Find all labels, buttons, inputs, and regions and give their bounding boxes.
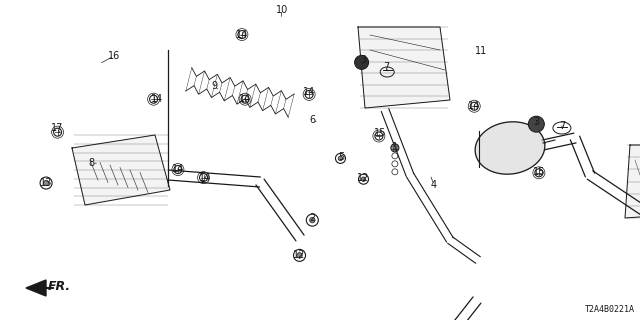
Text: 5: 5 <box>339 152 345 162</box>
Circle shape <box>361 177 366 181</box>
Polygon shape <box>475 122 545 174</box>
Text: 17: 17 <box>51 123 64 133</box>
Text: 4: 4 <box>431 180 437 190</box>
Text: T2A4B0221A: T2A4B0221A <box>585 305 635 314</box>
Polygon shape <box>358 27 450 108</box>
Text: 13: 13 <box>40 178 52 188</box>
Text: 15: 15 <box>374 128 387 138</box>
Text: 7: 7 <box>383 62 390 72</box>
Text: 14: 14 <box>198 172 211 183</box>
Text: 10: 10 <box>275 4 288 15</box>
Text: 6: 6 <box>309 115 316 125</box>
Text: 14: 14 <box>236 29 248 40</box>
Text: 14: 14 <box>150 94 163 104</box>
Text: 11: 11 <box>475 46 488 56</box>
Text: FR.: FR. <box>48 279 71 292</box>
Text: 15: 15 <box>532 167 545 177</box>
Text: 2: 2 <box>309 212 316 223</box>
Circle shape <box>44 180 49 186</box>
Circle shape <box>338 156 343 161</box>
Circle shape <box>297 253 302 258</box>
Text: 3: 3 <box>533 116 540 127</box>
Text: 14: 14 <box>468 100 481 111</box>
Text: 16: 16 <box>108 51 120 61</box>
Polygon shape <box>26 280 46 296</box>
Text: 8: 8 <box>88 158 95 168</box>
Circle shape <box>528 116 544 132</box>
Polygon shape <box>72 135 170 205</box>
Polygon shape <box>625 145 640 218</box>
Circle shape <box>310 218 315 223</box>
Text: 14: 14 <box>239 93 252 104</box>
Text: 14: 14 <box>303 87 316 97</box>
Text: 7: 7 <box>559 121 565 131</box>
Text: 1: 1 <box>392 142 398 152</box>
Circle shape <box>393 146 397 150</box>
Text: 12: 12 <box>357 172 370 183</box>
Text: 12: 12 <box>293 250 306 260</box>
Text: 3: 3 <box>360 55 367 65</box>
Text: 14: 14 <box>172 164 184 174</box>
Text: 9: 9 <box>211 81 218 91</box>
Circle shape <box>355 55 369 69</box>
